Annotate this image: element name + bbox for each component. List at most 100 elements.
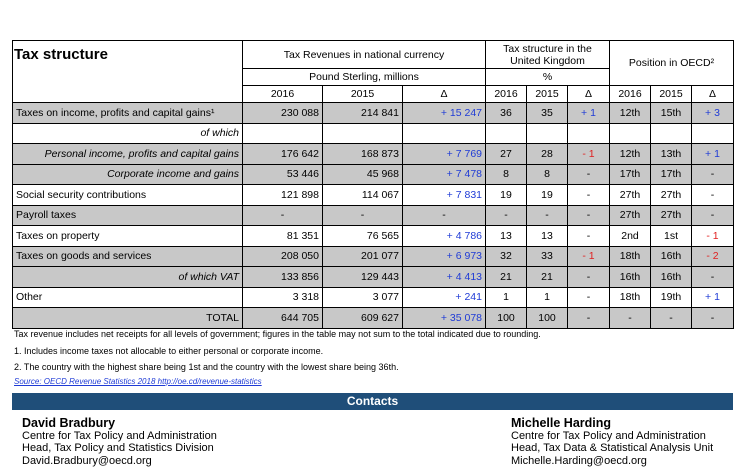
cell-rank: 1st: [650, 225, 692, 247]
cell-value: 168 873: [322, 143, 403, 165]
cell-share-delta: -: [567, 307, 610, 329]
cell-rank: 27th: [650, 184, 692, 206]
cell-rank: 18th: [609, 245, 651, 267]
cell-rank-delta: - 2: [691, 245, 734, 267]
cell-share: 1: [526, 286, 568, 308]
cell-share: 19: [485, 184, 527, 206]
cell-value: 81 351: [242, 225, 323, 247]
row-label: Payroll taxes: [12, 204, 243, 226]
cell-value: 176 642: [242, 143, 323, 165]
cell-empty: [242, 122, 323, 144]
cell-value: 3 077: [322, 286, 403, 308]
cell-empty: [485, 122, 527, 144]
cell-rank: 27th: [609, 184, 651, 206]
table-row: Taxes on property 81 351 76 565 + 4 786 …: [12, 225, 734, 247]
cell-delta: + 7 831: [402, 184, 486, 206]
source-link[interactable]: Source: OECD Revenue Statistics 2018 htt…: [14, 377, 262, 386]
cell-share: 32: [485, 245, 527, 267]
cell-delta: -: [402, 204, 486, 226]
col-rank-2016: 2016: [609, 85, 651, 103]
contact-line: Centre for Tax Policy and Administration: [511, 430, 706, 442]
cell-share: 13: [526, 225, 568, 247]
cell-share: 100: [526, 307, 568, 329]
row-label: Taxes on income, profits and capital gai…: [12, 102, 243, 124]
col-share-2015: 2015: [526, 85, 568, 103]
cell-share-delta: + 1: [567, 102, 610, 124]
cell-rank: -: [609, 307, 651, 329]
cell-rank: 12th: [609, 102, 651, 124]
header-currency: Pound Sterling, millions: [242, 68, 486, 86]
contacts-heading: Contacts: [12, 393, 733, 410]
cell-share-delta: -: [567, 266, 610, 288]
cell-value: 609 627: [322, 307, 403, 329]
col-share-delta: Δ: [567, 85, 610, 103]
table-row: of which: [12, 122, 734, 144]
cell-empty: [567, 122, 610, 144]
note-1: 1. Includes income taxes not allocable t…: [14, 346, 324, 356]
cell-rank-delta: + 1: [691, 286, 734, 308]
cell-empty: [650, 122, 692, 144]
note-rounding: Tax revenue includes net receipts for al…: [14, 329, 541, 339]
cell-delta: + 4 786: [402, 225, 486, 247]
col-revenue-2016: 2016: [242, 85, 323, 103]
table-corner: [12, 40, 243, 103]
cell-rank-delta: + 1: [691, 143, 734, 165]
cell-share: 8: [485, 163, 527, 185]
cell-share-delta: - 1: [567, 143, 610, 165]
note-2: 2. The country with the highest share be…: [14, 362, 399, 372]
cell-share-delta: -: [567, 184, 610, 206]
cell-rank-delta: -: [691, 204, 734, 226]
cell-value: 230 088: [242, 102, 323, 124]
contact-email[interactable]: Michelle.Harding@oecd.org: [511, 454, 647, 467]
cell-empty: [691, 122, 734, 144]
cell-share: 13: [485, 225, 527, 247]
cell-share: 21: [485, 266, 527, 288]
row-label: Taxes on property: [12, 225, 243, 247]
cell-rank-delta: -: [691, 184, 734, 206]
tax-structure-table: Tax Revenues in national currency Tax st…: [12, 40, 734, 329]
cell-rank: 15th: [650, 102, 692, 124]
row-label: TOTAL: [12, 307, 243, 329]
cell-share: -: [526, 204, 568, 226]
table-row: Social security contributions 121 898 11…: [12, 184, 734, 206]
cell-share-delta: -: [567, 163, 610, 185]
row-label: of which VAT: [12, 266, 243, 288]
cell-rank: 19th: [650, 286, 692, 308]
contact-email[interactable]: David.Bradbury@oecd.org: [22, 454, 152, 467]
cell-value: 644 705: [242, 307, 323, 329]
table-row-total: TOTAL 644 705 609 627 + 35 078 100 100 -…: [12, 307, 734, 329]
cell-rank-delta: -: [691, 307, 734, 329]
cell-value: 208 050: [242, 245, 323, 267]
cell-share-delta: -: [567, 286, 610, 308]
cell-rank: -: [650, 307, 692, 329]
col-revenue-delta: Δ: [402, 85, 486, 103]
contact-line: Centre for Tax Policy and Administration: [22, 430, 217, 442]
cell-share: 35: [526, 102, 568, 124]
col-share-2016: 2016: [485, 85, 527, 103]
cell-rank-delta: -: [691, 266, 734, 288]
cell-share: 1: [485, 286, 527, 308]
cell-value: 45 968: [322, 163, 403, 185]
cell-value: -: [322, 204, 403, 226]
row-label: Personal income, profits and capital gai…: [12, 143, 243, 165]
cell-rank: 17th: [609, 163, 651, 185]
cell-share-delta: -: [567, 204, 610, 226]
row-label: of which: [12, 122, 243, 144]
contact-left: David Bradbury Centre for Tax Policy and…: [22, 416, 217, 467]
cell-share: 19: [526, 184, 568, 206]
header-position: Position in OECD²: [609, 40, 734, 86]
col-rank-2015: 2015: [650, 85, 692, 103]
table-row: Taxes on goods and services 208 050 201 …: [12, 245, 734, 267]
cell-share: 8: [526, 163, 568, 185]
cell-delta: + 15 247: [402, 102, 486, 124]
cell-empty: [322, 122, 403, 144]
cell-share: -: [485, 204, 527, 226]
cell-value: 121 898: [242, 184, 323, 206]
cell-rank: 17th: [650, 163, 692, 185]
row-label: Other: [12, 286, 243, 308]
table-row: Taxes on income, profits and capital gai…: [12, 102, 734, 124]
cell-value: 76 565: [322, 225, 403, 247]
row-label: Taxes on goods and services: [12, 245, 243, 267]
cell-share-delta: -: [567, 225, 610, 247]
table-row: Personal income, profits and capital gai…: [12, 143, 734, 165]
